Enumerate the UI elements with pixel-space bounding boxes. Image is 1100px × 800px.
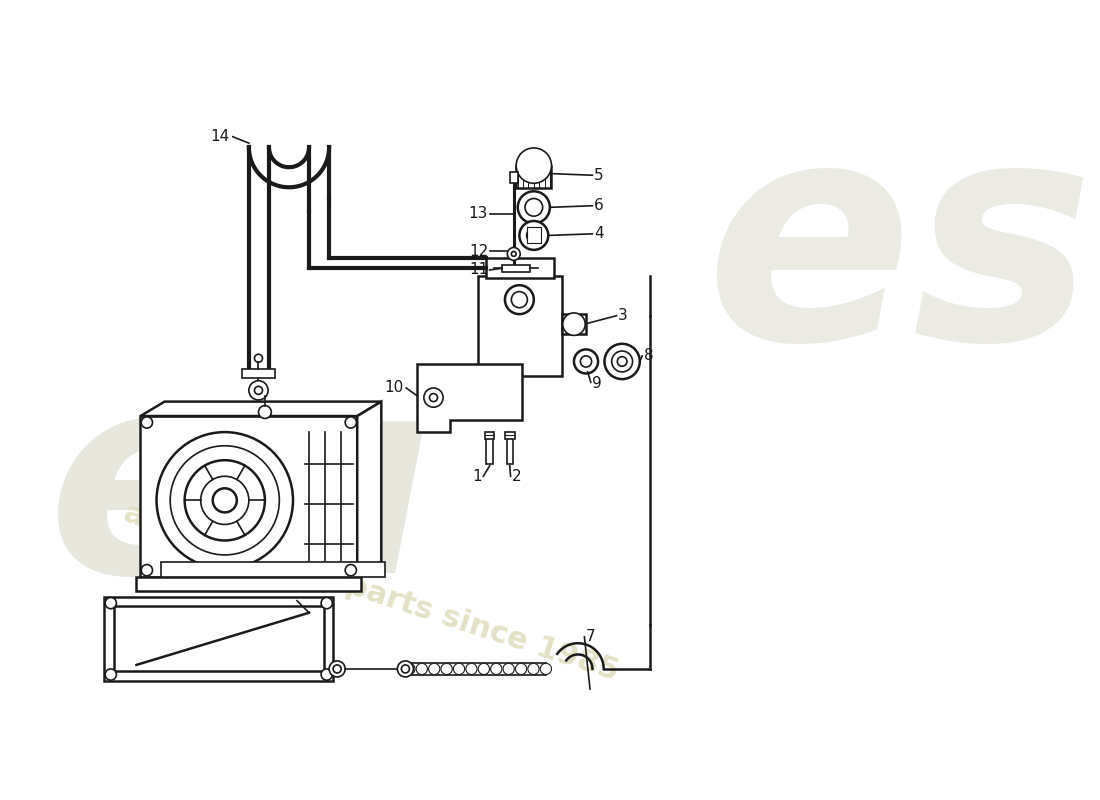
- Circle shape: [581, 356, 592, 367]
- Bar: [477, 275, 562, 376]
- Circle shape: [321, 669, 332, 680]
- Circle shape: [453, 663, 464, 674]
- Polygon shape: [358, 402, 382, 577]
- Bar: [562, 314, 586, 334]
- Text: 5: 5: [594, 168, 604, 182]
- Circle shape: [141, 417, 153, 428]
- Text: 8: 8: [644, 348, 653, 363]
- Bar: [114, 606, 323, 671]
- Circle shape: [441, 663, 452, 674]
- Circle shape: [478, 663, 490, 674]
- Circle shape: [465, 663, 477, 674]
- Circle shape: [516, 663, 527, 674]
- Polygon shape: [141, 402, 382, 416]
- Bar: [505, 432, 515, 438]
- Circle shape: [525, 198, 542, 216]
- Circle shape: [404, 663, 415, 674]
- Circle shape: [519, 221, 548, 250]
- Text: 10: 10: [385, 381, 404, 395]
- Bar: [486, 258, 554, 278]
- Circle shape: [212, 488, 236, 512]
- Circle shape: [254, 354, 263, 362]
- Bar: [527, 227, 541, 243]
- Circle shape: [397, 661, 414, 677]
- Bar: [104, 597, 333, 681]
- Bar: [486, 436, 493, 464]
- Circle shape: [574, 350, 598, 374]
- Polygon shape: [502, 265, 530, 271]
- Circle shape: [505, 286, 534, 314]
- Circle shape: [106, 669, 117, 680]
- Circle shape: [106, 598, 117, 609]
- Bar: [485, 432, 495, 438]
- Circle shape: [491, 663, 502, 674]
- Circle shape: [141, 565, 153, 576]
- Circle shape: [528, 663, 539, 674]
- Text: 3: 3: [618, 308, 628, 323]
- Circle shape: [249, 381, 268, 400]
- Text: 7: 7: [586, 630, 595, 644]
- Bar: [612, 347, 632, 376]
- Circle shape: [321, 598, 332, 609]
- Circle shape: [512, 251, 516, 256]
- Circle shape: [170, 446, 279, 555]
- Circle shape: [540, 663, 551, 674]
- Bar: [516, 166, 551, 188]
- Text: 9: 9: [593, 377, 602, 391]
- Text: 14: 14: [210, 129, 230, 144]
- Text: 1: 1: [472, 469, 482, 484]
- Circle shape: [518, 191, 550, 223]
- Circle shape: [507, 247, 520, 260]
- Circle shape: [429, 663, 440, 674]
- Circle shape: [429, 394, 438, 402]
- Circle shape: [254, 386, 263, 394]
- Circle shape: [258, 406, 272, 418]
- Bar: [242, 370, 275, 378]
- Text: 2: 2: [513, 469, 521, 484]
- Circle shape: [605, 344, 640, 379]
- Text: a passion for parts since 1985: a passion for parts since 1985: [120, 498, 623, 686]
- Circle shape: [516, 148, 551, 183]
- Circle shape: [333, 665, 341, 673]
- Circle shape: [612, 351, 632, 372]
- Bar: [161, 562, 385, 577]
- Circle shape: [617, 357, 627, 366]
- Circle shape: [329, 661, 345, 677]
- Circle shape: [345, 565, 356, 576]
- Circle shape: [345, 417, 356, 428]
- Circle shape: [402, 665, 409, 673]
- Polygon shape: [141, 416, 358, 577]
- Circle shape: [416, 663, 428, 674]
- Text: 11: 11: [469, 262, 488, 278]
- Circle shape: [503, 663, 515, 674]
- Circle shape: [424, 388, 443, 407]
- Circle shape: [563, 313, 585, 335]
- Text: es: es: [706, 107, 1096, 404]
- Text: 13: 13: [469, 206, 488, 222]
- Bar: [136, 577, 361, 591]
- Circle shape: [200, 476, 249, 525]
- Text: 6: 6: [594, 198, 604, 214]
- Circle shape: [156, 432, 293, 569]
- Text: 4: 4: [594, 226, 604, 242]
- Text: eu: eu: [48, 362, 434, 631]
- Text: 12: 12: [469, 244, 488, 259]
- Bar: [509, 172, 518, 183]
- Polygon shape: [417, 364, 521, 432]
- Bar: [506, 436, 513, 464]
- Circle shape: [185, 460, 265, 541]
- Circle shape: [527, 228, 541, 242]
- Circle shape: [512, 292, 527, 308]
